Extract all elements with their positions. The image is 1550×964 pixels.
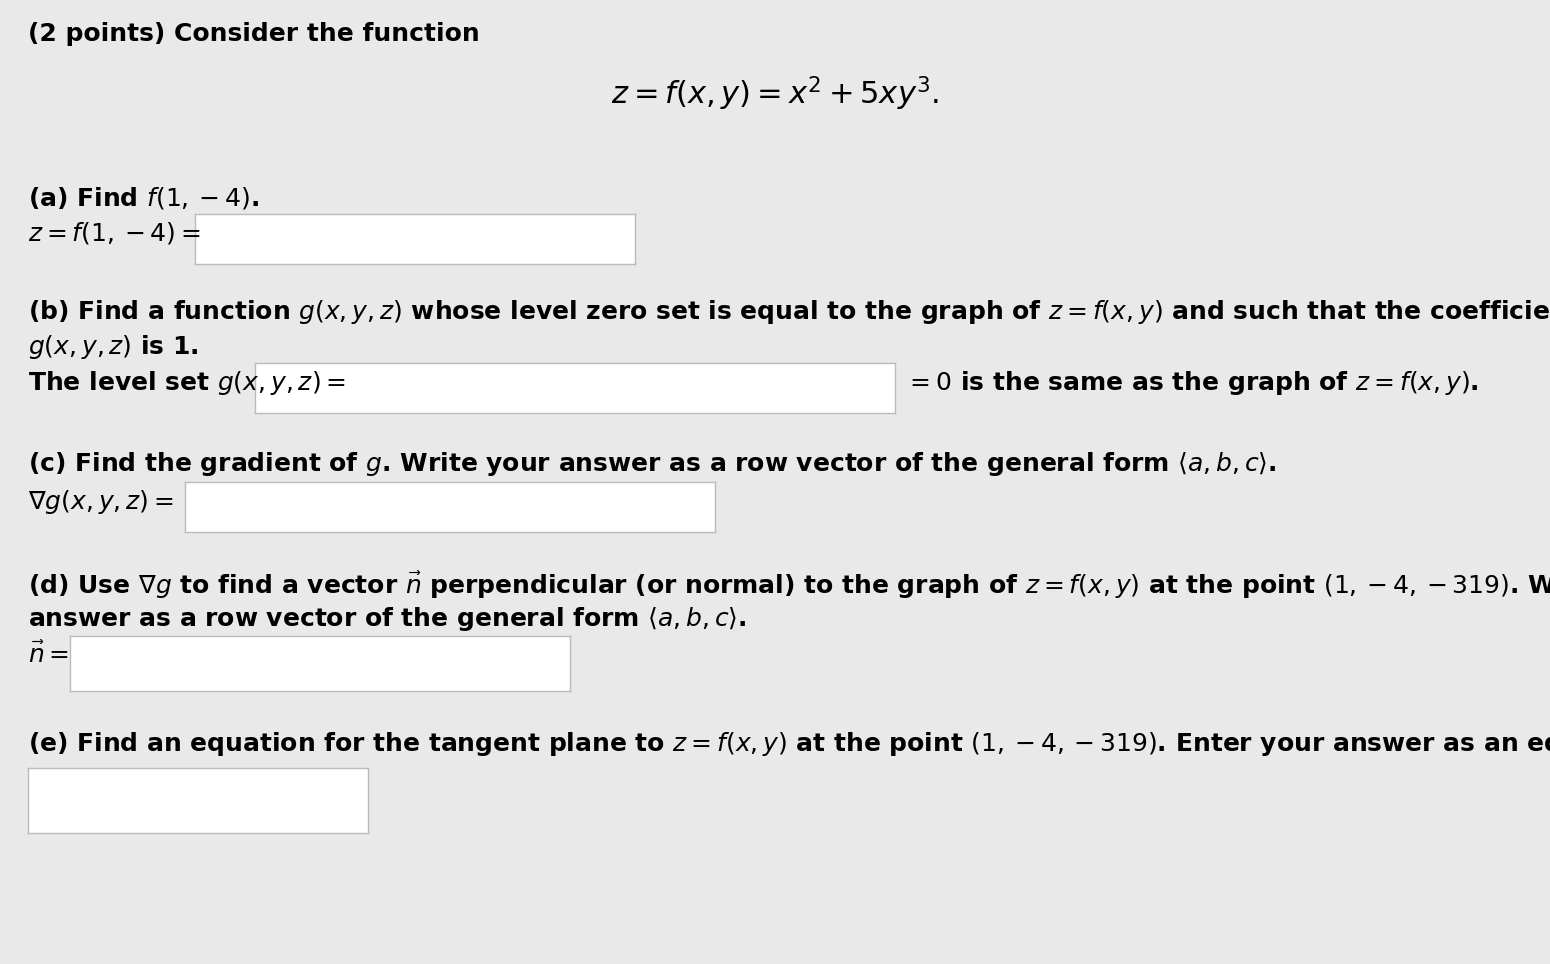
Text: (b) Find a function $g(x, y, z)$ whose level zero set is equal to the graph of $: (b) Find a function $g(x, y, z)$ whose l…: [28, 298, 1550, 326]
Text: (c) Find the gradient of $g$. Write your answer as a row vector of the general f: (c) Find the gradient of $g$. Write your…: [28, 450, 1277, 478]
Text: $z = f(1,-4) =$: $z = f(1,-4) =$: [28, 220, 200, 246]
Text: $\vec{n} =$: $\vec{n} =$: [28, 642, 68, 668]
Text: (2 points) Consider the function: (2 points) Consider the function: [28, 22, 480, 46]
Text: The level set $g(x, y, z) =$: The level set $g(x, y, z) =$: [28, 369, 346, 397]
Text: $z = f(x, y) = x^2 + 5xy^3.$: $z = f(x, y) = x^2 + 5xy^3.$: [611, 75, 939, 114]
Text: $\nabla g(x, y, z) =$: $\nabla g(x, y, z) =$: [28, 488, 174, 516]
Text: (d) Use $\nabla g$ to find a vector $\vec{n}$ perpendicular (or normal) to the g: (d) Use $\nabla g$ to find a vector $\ve…: [28, 570, 1550, 602]
Text: answer as a row vector of the general form $\langle a, b, c\rangle$.: answer as a row vector of the general fo…: [28, 605, 747, 633]
Text: $= 0$ is the same as the graph of $z = f(x, y)$.: $= 0$ is the same as the graph of $z = f…: [905, 369, 1479, 397]
Text: (e) Find an equation for the tangent plane to $z = f(x, y)$ at the point $(1, -4: (e) Find an equation for the tangent pla…: [28, 730, 1550, 758]
Text: $g(x, y, z)$ is 1.: $g(x, y, z)$ is 1.: [28, 333, 198, 361]
Text: (a) Find $f(1, -4)$.: (a) Find $f(1, -4)$.: [28, 185, 259, 211]
